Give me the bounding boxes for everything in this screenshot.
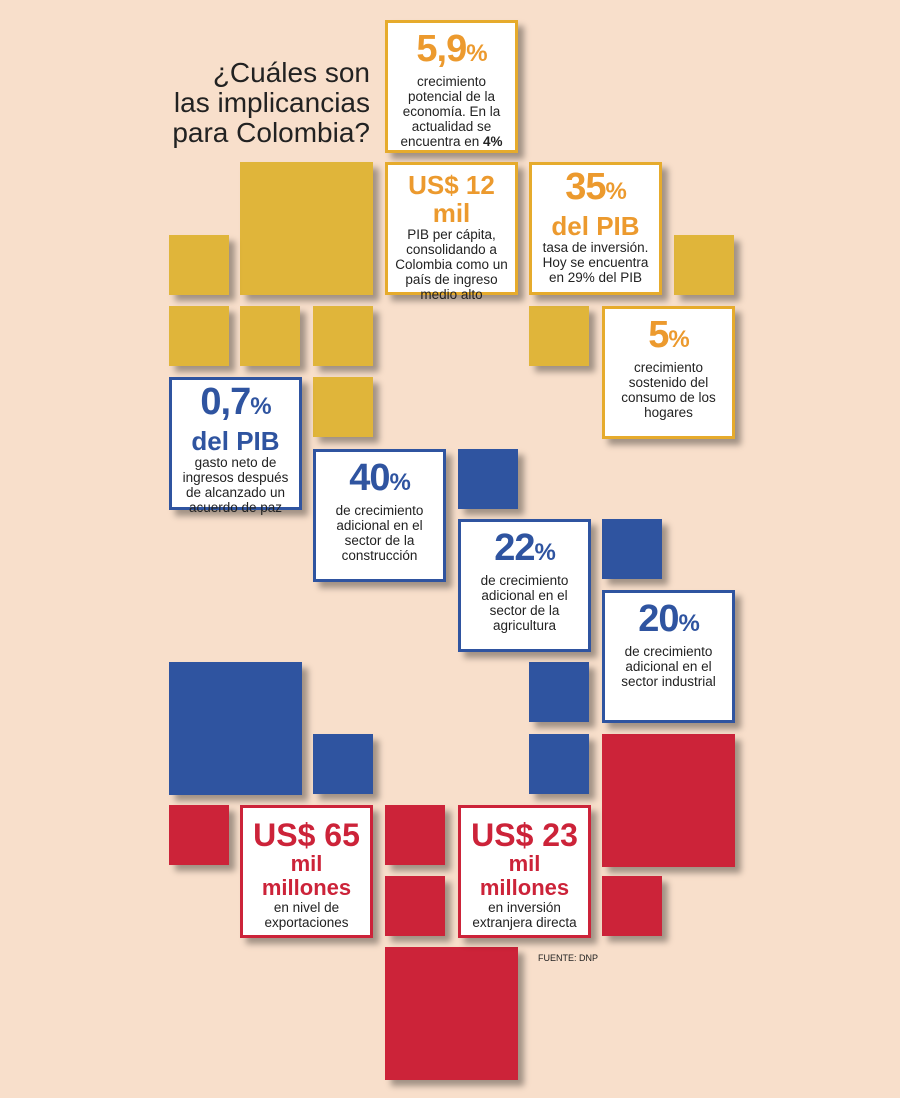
card-fdi-value: US$ 23 [471,817,578,853]
red-square [602,876,662,936]
blue-square [458,449,518,509]
card-exports-value: US$ 65 [253,817,360,853]
card-exports: US$ 65 mil millones en nivel de exportac… [240,805,373,938]
card-agriculture-value: 22% [494,527,556,569]
card-construction-value: 40% [349,457,411,499]
card-gdp-per-capita-desc: PIB per cápita, consolidando a Colombia … [395,227,508,302]
card-exports-sub: mil millones [261,851,352,900]
red-square [169,805,229,865]
card-construction-desc: de crecimiento adicional en el sector de… [335,503,424,563]
yellow-square [529,306,589,366]
yellow-square [674,235,734,295]
yellow-square [313,306,373,366]
card-industry-value: 20% [638,598,700,640]
card-construction: 40% de crecimiento adicional en el secto… [313,449,446,582]
card-agriculture-desc: de crecimiento adicional en el sector de… [480,573,569,633]
red-square [385,876,445,936]
card-peace: 0,7% del PIB gasto neto de ingresos desp… [169,377,302,515]
page-title: ¿Cuáles son las implicancias para Colomb… [172,57,370,148]
card-investment: 35% del PIB tasa de inversión. Hoy se en… [529,162,662,295]
card-fdi-sub: mil millones [479,851,570,900]
card-growth-value: 5,9% [416,28,487,70]
red-square [385,947,518,1080]
blue-square [529,734,589,794]
blue-square [313,734,373,794]
card-peace-desc: gasto neto de ingresos después de alcanz… [182,455,289,515]
card-industry-desc: de crecimiento adicional en el sector in… [621,644,716,689]
source-note: FUENTE: DNP [538,953,599,963]
card-gdp-per-capita: US$ 12 mil PIB per cápita, consolidando … [385,162,518,302]
card-consumption-desc: crecimiento sostenido del consumo de los… [621,360,716,420]
card-exports-desc: en nivel de exportaciones [264,900,349,930]
yellow-square [169,306,229,366]
yellow-square [240,306,300,366]
red-square [602,734,735,867]
card-consumption: 5% crecimiento sostenido del consumo de … [602,306,735,439]
card-investment-desc: tasa de inversión. Hoy se encuentra en 2… [542,240,649,285]
blue-square [169,662,302,795]
card-investment-value: 35% [565,166,627,208]
card-consumption-value: 5% [648,314,690,356]
card-fdi: US$ 23 mil millones en inversión extranj… [458,805,591,938]
card-peace-value: 0,7% [200,381,271,423]
yellow-square [169,235,229,295]
card-peace-sub: del PIB [191,426,280,456]
red-square [385,805,445,865]
card-gdp-per-capita-value: US$ 12 mil [408,170,495,228]
blue-square [602,519,662,579]
card-agriculture: 22% de crecimiento adicional en el secto… [458,519,591,652]
card-investment-sub: del PIB [551,211,640,241]
card-growth: 5,9% crecimiento potencial de la economí… [385,20,518,153]
yellow-square [313,377,373,437]
card-growth-desc: crecimiento potencial de la economía. En… [400,74,503,149]
yellow-square [240,162,373,295]
card-industry: 20% de crecimiento adicional en el secto… [602,590,735,723]
card-fdi-desc: en inversión extranjera directa [472,900,577,930]
blue-square [529,662,589,722]
